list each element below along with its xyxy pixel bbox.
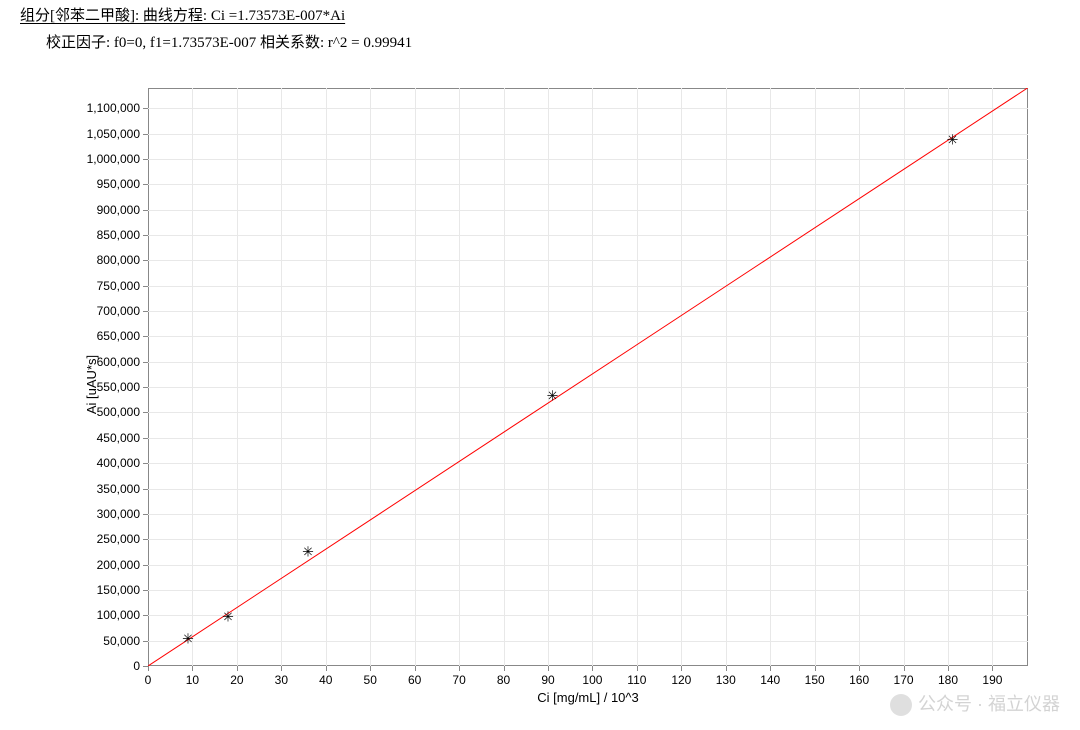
tick-x <box>726 666 727 671</box>
tick-label-y: 1,000,000 <box>87 152 140 166</box>
tick-label-y: 750,000 <box>97 279 140 293</box>
regression-line <box>148 88 1028 666</box>
tick-x <box>504 666 505 671</box>
tick-x <box>281 666 282 671</box>
tick-label-x: 10 <box>186 673 199 687</box>
x-axis-label: Ci [mg/mL] / 10^3 <box>537 690 638 705</box>
calibration-chart: 0 10 20 30 40 50 60 70 80 90 100 110 120 130 140 150 160… <box>50 70 1060 720</box>
header-line-2: 校正因子: f0=0, f1=1.73573E-007 相关系数: r^2 = … <box>20 31 1060 52</box>
tick-label-y: 600,000 <box>97 355 140 369</box>
tick-x <box>370 666 371 671</box>
tick-label-y: 0 <box>133 659 140 673</box>
tick-x <box>415 666 416 671</box>
tick-label-y: 250,000 <box>97 532 140 546</box>
tick-label-y: 650,000 <box>97 329 140 343</box>
tick-label-x: 80 <box>497 673 510 687</box>
tick-label-x: 90 <box>541 673 554 687</box>
tick-label-x: 120 <box>671 673 691 687</box>
tick-label-x: 30 <box>275 673 288 687</box>
tick-label-y: 700,000 <box>97 304 140 318</box>
header-line-1: 组分[邻苯二甲酸]: 曲线方程: Ci =1.73573E-007*Ai <box>20 4 345 25</box>
tick-x <box>815 666 816 671</box>
tick-label-x: 70 <box>452 673 465 687</box>
tick-label-x: 20 <box>230 673 243 687</box>
header-block: 组分[邻苯二甲酸]: 曲线方程: Ci =1.73573E-007*Ai 校正因… <box>0 0 1080 52</box>
tick-label-y: 300,000 <box>97 507 140 521</box>
tick-label-y: 100,000 <box>97 608 140 622</box>
tick-label-y: 550,000 <box>97 380 140 394</box>
watermark-icon <box>890 694 912 716</box>
tick-x <box>992 666 993 671</box>
tick-label-x: 130 <box>716 673 736 687</box>
tick-x <box>192 666 193 671</box>
tick-x <box>459 666 460 671</box>
tick-x <box>904 666 905 671</box>
tick-x <box>148 666 149 671</box>
tick-x <box>681 666 682 671</box>
tick-x <box>548 666 549 671</box>
tick-x <box>859 666 860 671</box>
tick-label-x: 170 <box>894 673 914 687</box>
tick-label-x: 150 <box>805 673 825 687</box>
watermark-text: 公众号 · 福立仪器 <box>918 694 1060 714</box>
tick-label-y: 950,000 <box>97 177 140 191</box>
data-point-marker: ✳ <box>547 387 559 404</box>
tick-label-y: 1,100,000 <box>87 101 140 115</box>
y-axis-label: Ai [uAU*s] <box>84 355 99 414</box>
tick-label-x: 100 <box>582 673 602 687</box>
tick-x <box>637 666 638 671</box>
tick-label-x: 140 <box>760 673 780 687</box>
tick-label-x: 0 <box>145 673 152 687</box>
tick-label-y: 50,000 <box>103 634 140 648</box>
tick-label-y: 900,000 <box>97 203 140 217</box>
tick-label-x: 160 <box>849 673 869 687</box>
tick-label-y: 150,000 <box>97 583 140 597</box>
tick-x <box>770 666 771 671</box>
tick-label-x: 40 <box>319 673 332 687</box>
tick-y <box>143 666 148 667</box>
data-point-marker: ✳ <box>182 631 194 648</box>
tick-x <box>326 666 327 671</box>
data-point-marker: ✳ <box>947 132 959 149</box>
tick-label-x: 110 <box>627 673 646 687</box>
tick-label-y: 400,000 <box>97 456 140 470</box>
tick-x <box>237 666 238 671</box>
tick-label-y: 350,000 <box>97 482 140 496</box>
tick-label-x: 60 <box>408 673 421 687</box>
tick-label-x: 50 <box>364 673 377 687</box>
data-point-marker: ✳ <box>222 608 234 625</box>
data-point-marker: ✳ <box>302 543 314 560</box>
tick-label-y: 200,000 <box>97 558 140 572</box>
tick-label-x: 190 <box>982 673 1002 687</box>
regression-svg <box>148 88 1028 666</box>
tick-x <box>592 666 593 671</box>
tick-label-y: 850,000 <box>97 228 140 242</box>
tick-label-y: 800,000 <box>97 253 140 267</box>
watermark: 公众号 · 福立仪器 <box>890 690 1060 716</box>
tick-x <box>948 666 949 671</box>
tick-label-y: 450,000 <box>97 431 140 445</box>
tick-label-y: 500,000 <box>97 405 140 419</box>
tick-label-x: 180 <box>938 673 958 687</box>
tick-label-y: 1,050,000 <box>87 127 140 141</box>
